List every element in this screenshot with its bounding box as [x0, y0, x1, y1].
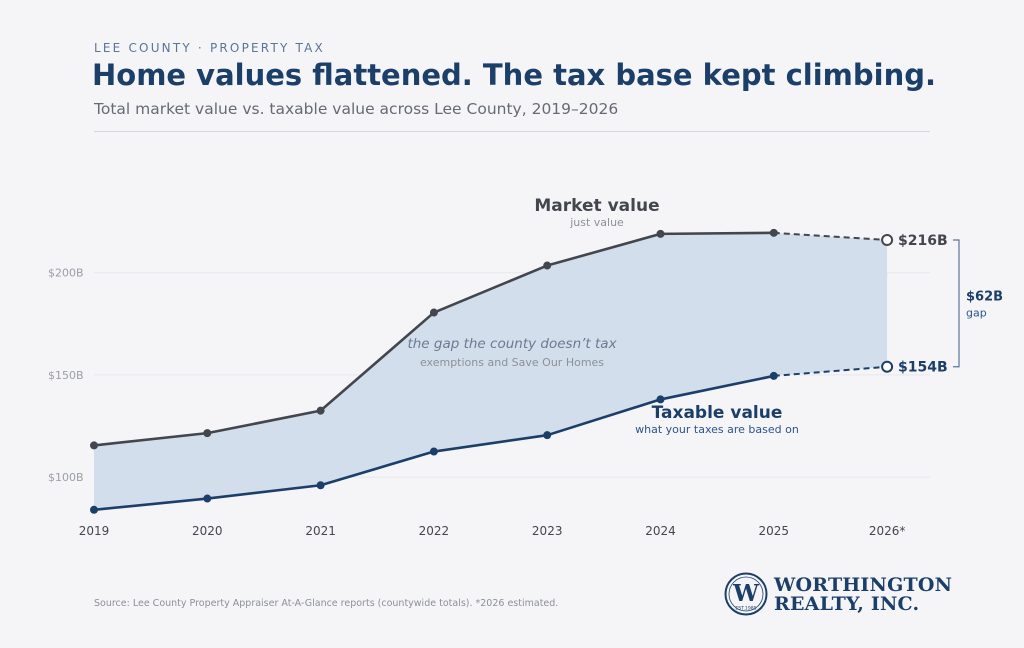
chart-labels: $100B $150B $200B 2019 2020 2021 2022 2023 2024 2… — [48, 196, 1003, 538]
bracket-value: $62B — [966, 289, 1003, 304]
series-points — [90, 228, 894, 514]
series-label-taxable: Taxable value — [652, 403, 783, 423]
end-label-market: $216B — [898, 233, 948, 249]
gap-annotation-title: the gap the county doesn’t tax — [407, 336, 617, 352]
svg-text:W: W — [732, 580, 760, 607]
logo-line-1: WORTHINGTON — [774, 574, 953, 596]
data-point — [90, 441, 98, 450]
chart-title: Home values flattened. The tax base kept… — [92, 58, 936, 92]
company-logo: W EST.1985 WORTHINGTON REALTY, INC. — [724, 572, 952, 620]
series-sublabel-taxable: what your taxes are based on — [635, 423, 799, 436]
x-tick-label: 2026* — [869, 524, 906, 538]
data-point — [203, 494, 212, 503]
x-tick-label: 2020 — [192, 524, 223, 538]
series-label-market: Market value — [534, 196, 659, 216]
source-note: Source: Lee County Property Appraiser At… — [94, 598, 559, 609]
x-tick-label: 2019 — [79, 524, 110, 538]
data-point-estimated — [881, 234, 894, 247]
x-tick-label: 2022 — [419, 524, 450, 538]
chart-subtitle: Total market value vs. taxable value acr… — [94, 100, 619, 118]
data-point-estimated — [881, 360, 894, 373]
series-sublabel-market: just value — [569, 216, 624, 229]
y-tick-label: $200B — [48, 267, 84, 280]
data-point — [90, 505, 98, 514]
chart-eyebrow: LEE COUNTY · PROPERTY TAX — [94, 41, 325, 55]
data-point — [543, 261, 552, 270]
y-tick-label: $150B — [48, 369, 84, 382]
end-label-taxable: $154B — [898, 360, 948, 376]
logo-line-2: REALTY, INC. — [774, 593, 920, 615]
y-tick-label: $100B — [48, 471, 84, 484]
data-point — [543, 431, 552, 440]
data-point — [656, 229, 665, 238]
series-line-estimated — [773, 365, 888, 377]
gap-annotation-subtitle: exemptions and Save Our Homes — [420, 356, 604, 369]
logo-badge-text: EST.1985 — [735, 606, 756, 612]
x-tick-label: 2024 — [645, 524, 676, 538]
x-tick-label: 2021 — [305, 524, 336, 538]
data-point — [316, 406, 325, 415]
data-point — [203, 429, 212, 438]
x-tick-label: 2025 — [759, 524, 790, 538]
data-point — [656, 395, 665, 404]
gap-fill — [94, 232, 888, 510]
header-divider — [94, 131, 930, 132]
gap-bracket — [953, 239, 960, 368]
data-point — [769, 228, 778, 237]
logo-badge-icon: W EST.1985 — [724, 572, 768, 616]
series-line-estimated — [773, 231, 888, 242]
bracket-word: gap — [966, 306, 987, 319]
logo-wordmark: WORTHINGTON REALTY, INC. — [774, 576, 952, 614]
data-point — [429, 447, 438, 456]
data-point — [316, 481, 325, 490]
gap-area — [94, 232, 888, 510]
x-tick-label: 2023 — [532, 524, 563, 538]
data-point — [429, 308, 438, 317]
data-point — [769, 371, 778, 380]
